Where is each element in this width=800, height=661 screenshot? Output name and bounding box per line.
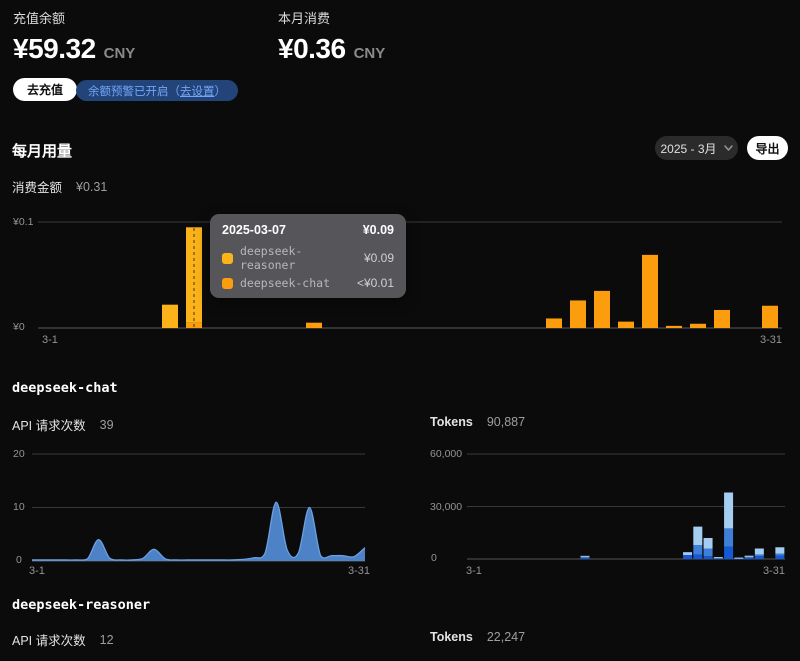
export-button[interactable]: 导出 [747,136,788,160]
requests-ytick-0: 0 [16,554,22,566]
chat-requests-stat: API 请求次数 39 [12,415,114,434]
chevron-down-icon [723,145,733,151]
spend-amount-row: 消费金额 ¥0.31 [12,177,107,196]
tooltip-total: ¥0.09 [362,223,394,237]
reasoner-requests-label: API 请求次数 [12,634,86,648]
requests-ytick-10: 10 [13,501,25,513]
recharge-balance-stat: 充值余额 ¥59.32 CNY [13,8,135,65]
recharge-button[interactable]: 去充值 [13,78,78,101]
tokens-ytick-0: 0 [431,552,437,564]
tokens-ytick-30k: 30,000 [430,501,463,513]
tooltip-model-name: deepseek-chat [240,276,331,290]
reasoner-tokens-label: Tokens [430,630,473,644]
month-spend-value: ¥0.36 [278,33,346,64]
tooltip-row-reasoner: deepseek-reasoner ¥0.09 [222,244,394,272]
money-ytick-top: ¥0.1 [13,216,34,228]
go-settings-link[interactable]: 去设置 [180,85,215,98]
money-xtick-end: 3-31 [759,334,782,346]
tokens-xtick-end: 3-31 [762,565,785,577]
money-ytick-zero: ¥0 [13,321,25,333]
chat-tokens-value: 90,887 [486,415,526,429]
month-select[interactable]: 2025 - 3月 [655,136,738,160]
tooltip-row-chat: deepseek-chat <¥0.01 [222,276,394,290]
reasoner-requests-stat: API 请求次数 12 [12,630,114,649]
tooltip-date: 2025-03-07 [222,223,286,237]
legend-swatch-chat [222,277,233,289]
reasoner-tokens-value: 22,247 [486,630,526,644]
requests-ytick-20: 20 [13,448,25,460]
tooltip-model-value: <¥0.01 [356,276,394,290]
monthly-spend-stat: 本月消费 ¥0.36 CNY [278,8,385,65]
month-spend-label: 本月消费 [278,11,331,26]
spend-value: ¥0.31 [76,179,108,194]
tokens-xtick-start: 3-1 [466,565,482,577]
money-xtick-start: 3-1 [42,334,58,346]
chat-tokens-label: Tokens [430,415,473,429]
reasoner-section-title: deepseek-reasoner [12,597,151,613]
balance-alert-suffix: ） [214,85,227,98]
chat-requests-chart[interactable] [0,440,400,572]
month-spend-currency: CNY [353,45,386,62]
chat-tokens-stat: Tokens 90,887 [430,415,525,429]
balance-currency: CNY [103,45,136,62]
balance-label: 充值余额 [13,11,66,26]
reasoner-requests-value: 12 [99,632,114,647]
monthly-usage-chart[interactable] [0,200,800,338]
usage-section-title: 每月用量 [12,143,73,160]
tokens-ytick-60k: 60,000 [430,448,463,460]
legend-swatch-reasoner [222,252,233,264]
chat-requests-label: API 请求次数 [12,419,86,433]
balance-value: ¥59.32 [13,33,96,64]
balance-alert-text: 余额预警已开启（ [88,85,180,98]
chat-tokens-chart[interactable] [400,440,800,572]
spend-label: 消费金额 [12,181,63,195]
month-select-value: 2025 - 3月 [660,141,717,156]
balance-alert-badge[interactable]: 余额预警已开启（ 去设置） [76,80,238,101]
requests-xtick-start: 3-1 [29,565,45,577]
chart-tooltip: 2025-03-07 ¥0.09 deepseek-reasoner ¥0.09… [210,214,406,298]
chat-section-title: deepseek-chat [12,380,118,396]
tooltip-model-value: ¥0.09 [363,251,394,265]
tooltip-model-name: deepseek-reasoner [240,244,303,272]
reasoner-tokens-stat: Tokens 22,247 [430,630,525,644]
chat-requests-value: 39 [99,417,114,432]
requests-xtick-end: 3-31 [347,565,370,577]
